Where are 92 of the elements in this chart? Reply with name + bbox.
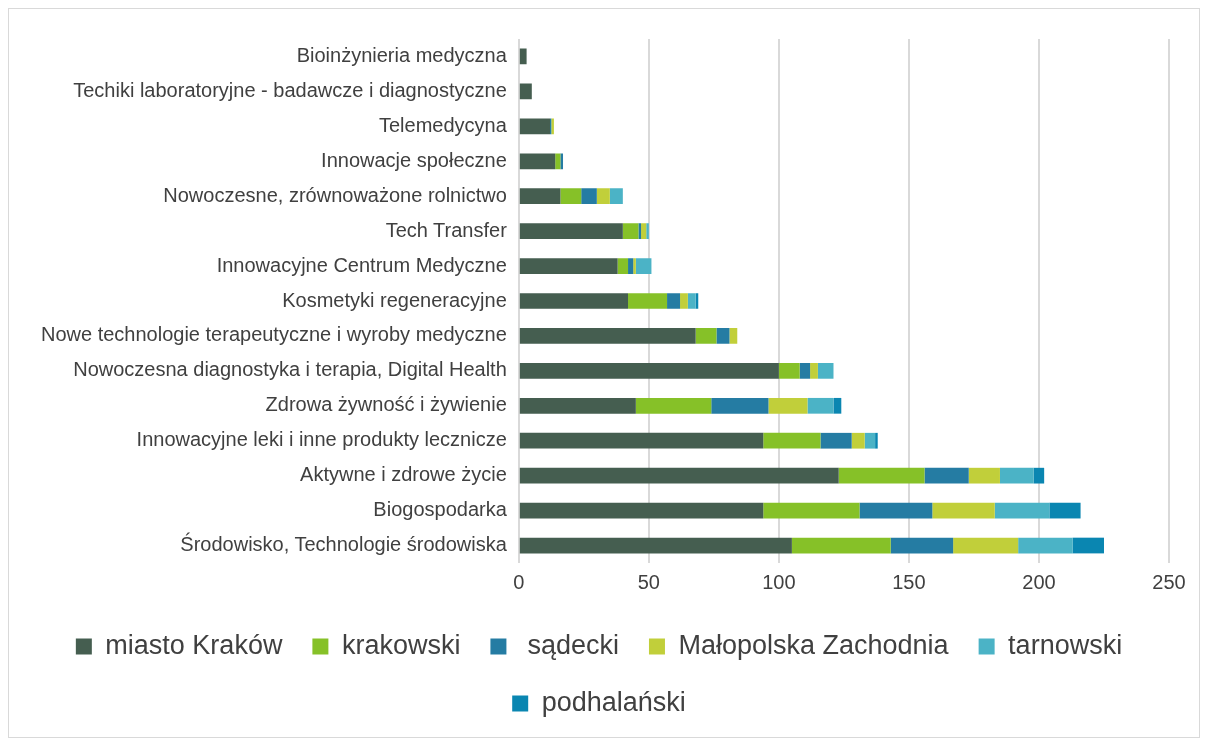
y-tick-label: Innowacyjne Centrum Medyczne <box>216 253 507 276</box>
bar <box>695 328 717 344</box>
bar <box>807 397 834 414</box>
bar <box>635 258 652 274</box>
legend-label: tarnowski <box>1008 629 1123 660</box>
bar <box>864 432 876 449</box>
x-tick-label: 200 <box>1022 570 1056 593</box>
bar <box>932 502 995 519</box>
x-tick-label: 100 <box>762 570 796 593</box>
y-tick-label: Telemedycyna <box>378 113 508 136</box>
bar <box>519 432 764 449</box>
bar <box>763 432 821 449</box>
y-tick-label: Innowacje społeczne <box>321 148 507 171</box>
y-tick-label: Techiki laboratoryjne - badawcze i diagnostyczne <box>73 78 507 101</box>
bar <box>820 432 852 449</box>
bar <box>791 537 891 554</box>
bar <box>633 258 636 274</box>
bar <box>519 397 636 414</box>
y-tick-label: Kosmetyki regeneracyjne <box>282 288 507 311</box>
bar <box>817 363 834 379</box>
bar <box>763 502 860 519</box>
bar <box>519 328 696 344</box>
y-tick-label: Nowoczesne, zrównoważone rolnictwo <box>163 183 507 206</box>
legend-label: podhalański <box>541 686 686 717</box>
bar <box>519 363 779 379</box>
bar <box>641 223 647 239</box>
bar <box>638 223 642 239</box>
bar <box>1072 537 1104 554</box>
y-tick-label: Innowacyjne leki i inne produkty lecznicze <box>136 428 507 451</box>
y-tick-label: Zdrowa żywność i żywienie <box>265 393 507 416</box>
x-tick-label: 0 <box>513 570 525 593</box>
bar <box>519 537 792 554</box>
bar <box>555 153 561 170</box>
bar <box>994 502 1050 519</box>
bar <box>581 188 597 205</box>
bar <box>687 293 696 309</box>
bar <box>628 258 634 274</box>
bar <box>799 363 811 379</box>
bar <box>646 223 649 239</box>
bar <box>810 363 818 379</box>
bar <box>778 363 800 379</box>
y-tick-label: Nowe technologie terapeutyczne i wyroby medyczne <box>40 323 507 346</box>
bar <box>729 328 738 344</box>
bar <box>519 502 764 519</box>
bar <box>851 432 865 449</box>
legend-label: sądecki <box>519 629 619 660</box>
y-tick-label: Biogospodarka <box>373 498 508 521</box>
bar <box>519 258 618 274</box>
bar <box>1033 467 1045 484</box>
bar <box>924 467 969 484</box>
bar <box>953 537 1019 554</box>
bar <box>890 537 954 554</box>
y-tick-label: Aktywne i zdrowe życie <box>300 463 507 486</box>
y-tick-label: Środowisko, Technologie środowiska <box>180 532 508 556</box>
bar <box>560 153 564 170</box>
x-tick-label: 150 <box>892 570 926 593</box>
bar <box>635 397 712 414</box>
bar <box>628 293 668 309</box>
y-tick-label: Nowoczesna diagnostyka i terapia, Digital Health <box>73 358 507 381</box>
bar <box>768 397 808 414</box>
bar <box>519 118 551 135</box>
bar <box>519 293 629 309</box>
bar <box>667 293 681 309</box>
bar <box>519 467 839 484</box>
y-tick-label: Tech Transfer <box>385 218 508 241</box>
bar <box>609 188 623 205</box>
bar <box>859 502 933 519</box>
bar <box>1049 502 1081 519</box>
x-tick-label: 250 <box>1152 570 1186 593</box>
bar <box>711 397 769 414</box>
bar <box>680 293 688 309</box>
bar <box>519 83 532 100</box>
bar <box>838 467 925 484</box>
bar <box>999 467 1034 484</box>
bar <box>1018 537 1073 554</box>
legend-label: Małopolska Zachodnia <box>678 629 950 660</box>
bar <box>519 153 556 170</box>
bar <box>716 328 730 344</box>
bar <box>519 188 561 205</box>
legend-label: miasto Kraków <box>105 629 283 660</box>
bar <box>617 258 629 274</box>
bar <box>519 48 527 65</box>
bar <box>596 188 610 205</box>
bar <box>560 188 582 205</box>
bar <box>968 467 1000 484</box>
legend-label: krakowski <box>341 629 461 660</box>
bar <box>622 223 639 239</box>
y-tick-label: Bioinżynieria medyczna <box>296 43 508 66</box>
bar <box>875 432 878 449</box>
bar <box>519 223 623 239</box>
bar <box>833 397 842 414</box>
x-tick-label: 50 <box>637 570 660 593</box>
